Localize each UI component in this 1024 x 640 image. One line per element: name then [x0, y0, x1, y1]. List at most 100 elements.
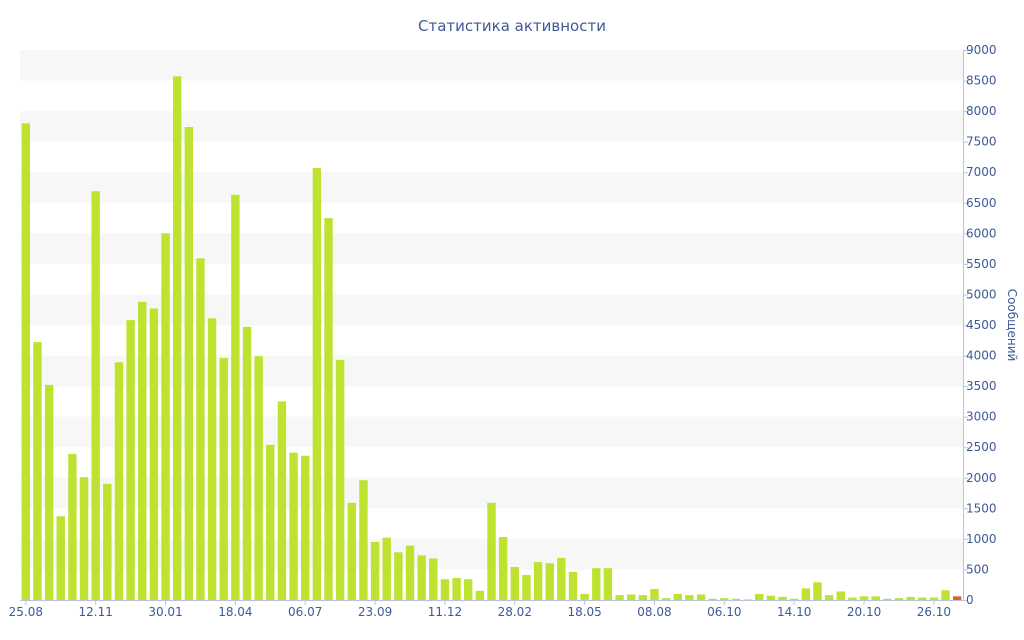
x-tick-label: 23.09 [358, 605, 392, 619]
bar[interactable] [603, 568, 613, 600]
bar[interactable] [417, 555, 426, 600]
bar[interactable] [708, 598, 717, 600]
bar[interactable] [335, 359, 345, 600]
bar[interactable] [894, 598, 904, 600]
bar[interactable] [615, 595, 624, 600]
y-tick-label: 7000 [966, 165, 997, 179]
bar[interactable] [172, 76, 182, 600]
bar[interactable] [778, 596, 787, 600]
bar[interactable] [498, 537, 508, 600]
bar[interactable] [79, 477, 89, 600]
bar[interactable] [592, 568, 601, 600]
bar[interactable] [487, 502, 496, 600]
bar[interactable] [138, 301, 147, 600]
grid-band [20, 111, 963, 142]
bar[interactable] [196, 258, 205, 600]
y-tick-label: 3500 [966, 379, 997, 393]
bar[interactable] [685, 595, 694, 600]
bar[interactable] [266, 444, 275, 600]
bar[interactable] [324, 218, 333, 600]
bar[interactable] [720, 598, 729, 600]
bar[interactable] [755, 593, 764, 600]
bar[interactable] [510, 567, 519, 600]
bar[interactable] [429, 558, 438, 600]
bar[interactable] [813, 582, 822, 600]
bar[interactable] [347, 502, 356, 600]
bar[interactable] [743, 599, 752, 600]
bar[interactable] [941, 590, 950, 600]
bar[interactable] [126, 320, 135, 600]
bar[interactable] [918, 597, 927, 600]
bar[interactable] [766, 595, 776, 600]
bar[interactable] [533, 562, 543, 600]
bar[interactable] [207, 318, 217, 600]
y-tick-label: 6000 [966, 226, 997, 240]
bar[interactable] [44, 384, 54, 600]
bar[interactable] [848, 597, 857, 600]
bar[interactable] [161, 233, 170, 600]
y-tick-label: 1000 [966, 532, 997, 546]
bar[interactable] [696, 594, 706, 601]
x-tick-label: 26.10 [917, 605, 951, 619]
bar[interactable] [33, 342, 42, 600]
bar[interactable] [475, 590, 485, 600]
bar[interactable] [557, 557, 566, 600]
bar[interactable] [952, 596, 962, 600]
bar[interactable] [824, 595, 834, 600]
x-tick-label: 18.05 [567, 605, 601, 619]
bar[interactable] [627, 594, 636, 601]
bar[interactable] [883, 598, 892, 600]
bar[interactable] [545, 563, 554, 600]
bar[interactable] [382, 537, 391, 600]
bar[interactable] [277, 401, 287, 600]
bar[interactable] [114, 362, 124, 600]
y-tick-label: 4000 [966, 349, 997, 363]
bar[interactable] [859, 596, 869, 600]
bar[interactable] [405, 545, 415, 600]
bar[interactable] [394, 552, 403, 600]
bar[interactable] [91, 191, 100, 601]
bar[interactable] [103, 483, 112, 600]
x-tick-label: 08.08 [637, 605, 671, 619]
y-tick-label: 1500 [966, 501, 997, 515]
bar[interactable] [906, 596, 915, 600]
bar[interactable] [56, 516, 65, 600]
bar[interactable] [638, 595, 648, 600]
bar[interactable] [661, 598, 671, 600]
bar[interactable] [68, 453, 77, 600]
x-tick-label: 11.12 [428, 605, 462, 619]
bar[interactable] [242, 326, 252, 600]
bar[interactable] [359, 480, 368, 600]
bar[interactable] [836, 591, 845, 600]
bar[interactable] [312, 167, 322, 600]
y-ticks: 0 500 1000 1500 2000 2500 3000 3500 4000 4500 5000… [963, 43, 997, 607]
x-tick-label: 18.04 [218, 605, 252, 619]
bar[interactable] [21, 123, 31, 600]
bar[interactable] [231, 194, 240, 600]
bar[interactable] [673, 593, 682, 600]
bar[interactable] [522, 574, 531, 600]
bar[interactable] [289, 452, 298, 600]
grid-band [20, 50, 963, 81]
bar[interactable] [464, 579, 473, 600]
bar[interactable] [301, 455, 310, 600]
bar[interactable] [219, 358, 228, 600]
bar[interactable] [731, 598, 741, 600]
bar[interactable] [871, 596, 880, 600]
bar[interactable] [580, 593, 589, 600]
bar[interactable] [568, 571, 578, 600]
y-tick-label: 8000 [966, 104, 997, 118]
bar[interactable] [801, 588, 811, 600]
x-tick-label: 06.07 [288, 605, 322, 619]
bar[interactable] [254, 356, 263, 600]
bar[interactable] [650, 589, 659, 600]
bar[interactable] [184, 127, 193, 600]
bar[interactable] [370, 541, 380, 600]
bar[interactable] [929, 597, 939, 600]
bar[interactable] [440, 579, 450, 600]
bar[interactable] [452, 578, 461, 600]
bar[interactable] [149, 308, 159, 601]
bar[interactable] [790, 598, 799, 600]
y-tick-label: 7500 [966, 135, 997, 149]
